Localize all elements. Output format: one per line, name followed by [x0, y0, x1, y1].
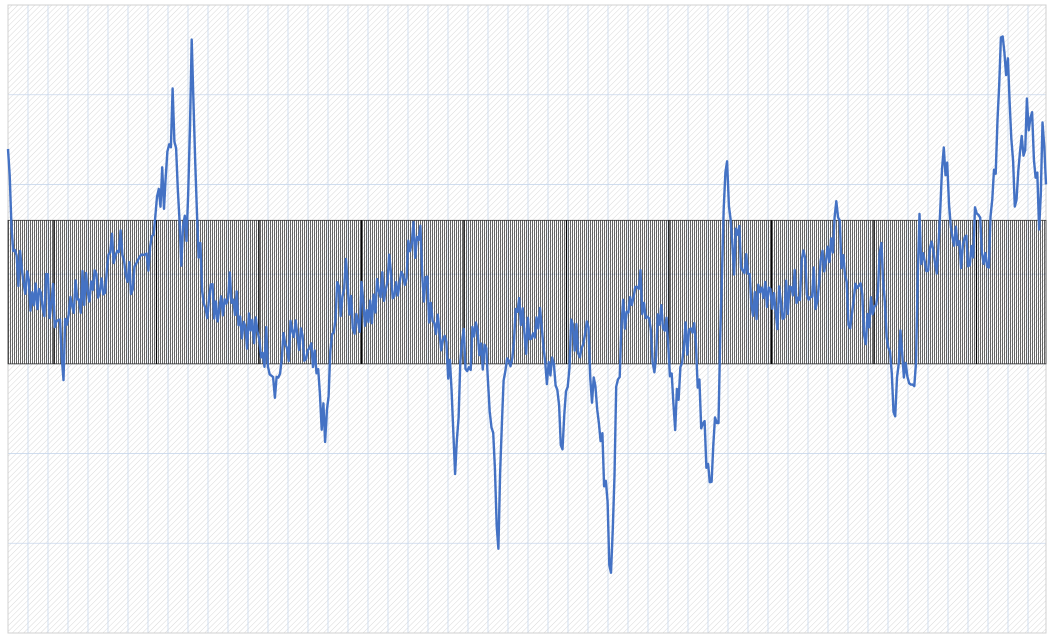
series-line	[6, 35, 1048, 574]
